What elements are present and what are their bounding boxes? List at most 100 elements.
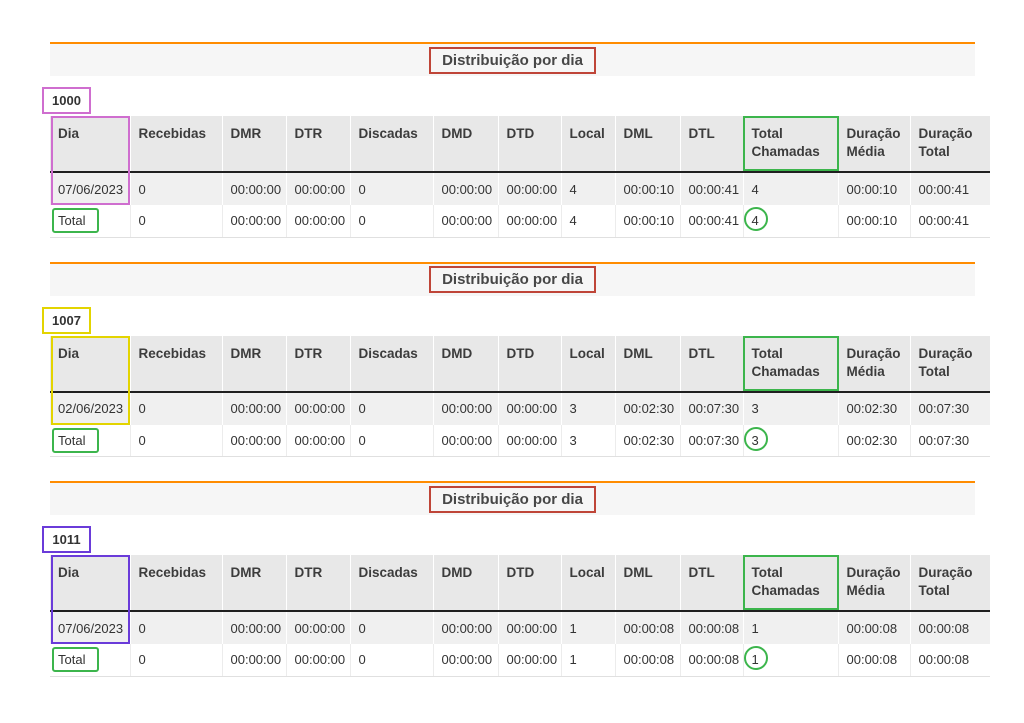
data-row-cell-discadas: 0	[350, 611, 434, 644]
total-row: Total 0 00:00:00 00:00:00 0 00:00:00 00:00:00 4…	[50, 205, 990, 238]
total-row-cell-dmd: 00:00:00	[433, 424, 499, 457]
table-wrap: Dia Recebidas DMR DTR Discadas DMD DTD Local DML…	[50, 335, 990, 457]
data-row-cell-total-chamadas: 4	[743, 172, 839, 205]
column-header-dmd: DMD	[433, 116, 499, 173]
data-row-cell-dmd: 00:00:00	[433, 611, 499, 644]
total-row-cell-dml: 00:02:30	[615, 424, 681, 457]
data-row-cell-dia: 02/06/2023	[50, 391, 131, 425]
table-body: 07/06/2023 0 00:00:00 00:00:00 0 00:00:00 00:0…	[50, 172, 990, 238]
column-header-total-chamadas: Total Chamadas	[743, 335, 839, 393]
column-header-dmr: DMR	[222, 555, 287, 612]
data-row-cell-dtl: 00:00:08	[680, 611, 744, 644]
data-row-cell-duracao-total: 00:00:08	[910, 611, 990, 644]
column-header-dmd: DMD	[433, 555, 499, 612]
total-row-cell-recebidas: 0	[130, 205, 223, 238]
section-header-band: Distribuição por dia	[50, 261, 975, 296]
total-row-cell-dtl: 00:00:08	[680, 644, 744, 677]
column-header-duracao-total: Duração Total	[910, 555, 990, 612]
data-row-cell-dmr: 00:00:00	[222, 391, 287, 425]
column-header-dtr: DTR	[286, 335, 351, 393]
data-row-cell-dmd: 00:00:00	[433, 172, 499, 205]
column-header-dmr: DMR	[222, 116, 287, 173]
total-row-cell-dml: 00:00:10	[615, 205, 681, 238]
section-header-band: Distribuição por dia	[50, 42, 975, 76]
column-header-recebidas: Recebidas	[130, 116, 223, 173]
data-row-cell-total-chamadas: 3	[743, 391, 839, 425]
total-row-cell-local: 4	[561, 205, 616, 238]
total-row-cell-dtl: 00:00:41	[680, 205, 744, 238]
table-wrap: Dia Recebidas DMR DTR Discadas DMD DTD Local DML…	[50, 555, 990, 677]
calls-table: Dia Recebidas DMR DTR Discadas DMD DTD Local DML…	[50, 555, 990, 677]
section-header-band: Distribuição por dia	[50, 481, 975, 515]
total-row-cell-dia: Total	[50, 424, 131, 457]
total-row-cell-total-chamadas: 1	[743, 644, 839, 677]
total-row: Total 0 00:00:00 00:00:00 0 00:00:00 00:00:00 3…	[50, 424, 990, 457]
total-row-cell-dtl: 00:07:30	[680, 424, 744, 457]
total-row-cell-dmd: 00:00:00	[433, 205, 499, 238]
total-row-cell-duracao-media: 00:00:08	[838, 644, 911, 677]
column-header-duracao-media: Duração Média	[838, 335, 911, 393]
data-row-cell-local: 3	[561, 391, 616, 425]
header-row: Dia Recebidas DMR DTR Discadas DMD DTD Local DML…	[50, 116, 990, 173]
total-row-cell-dtr: 00:00:00	[286, 205, 351, 238]
column-header-dia: Dia	[50, 335, 131, 393]
total-row-cell-recebidas: 0	[130, 424, 223, 457]
total-row-cell-dtd: 00:00:00	[498, 644, 562, 677]
data-row-cell-dmr: 00:00:00	[222, 172, 287, 205]
data-row-cell-duracao-media: 00:02:30	[838, 391, 911, 425]
column-header-local: Local	[561, 116, 616, 173]
total-row-cell-dtr: 00:00:00	[286, 424, 351, 457]
data-row-cell-dtd: 00:00:00	[498, 611, 562, 644]
total-row-cell-discadas: 0	[350, 424, 434, 457]
data-row-cell-dmr: 00:00:00	[222, 611, 287, 644]
column-header-duracao-media: Duração Média	[838, 555, 911, 612]
total-row-cell-dml: 00:00:08	[615, 644, 681, 677]
data-row-cell-local: 1	[561, 611, 616, 644]
total-row-cell-dtr: 00:00:00	[286, 644, 351, 677]
data-row-cell-recebidas: 0	[130, 611, 223, 644]
total-row-cell-dmr: 00:00:00	[222, 424, 287, 457]
table-body: 07/06/2023 0 00:00:00 00:00:00 0 00:00:00 00:0…	[50, 611, 990, 677]
total-row: Total 0 00:00:00 00:00:00 0 00:00:00 00:00:00 1…	[50, 644, 990, 677]
total-row-cell-recebidas: 0	[130, 644, 223, 677]
data-row-cell-local: 4	[561, 172, 616, 205]
total-row-cell-local: 1	[561, 644, 616, 677]
total-row-cell-discadas: 0	[350, 644, 434, 677]
section-title: Distribuição por dia	[429, 46, 596, 74]
column-header-dtr: DTR	[286, 555, 351, 612]
data-row-cell-dtd: 00:00:00	[498, 172, 562, 205]
section-title: Distribuição por dia	[429, 485, 596, 513]
column-header-recebidas: Recebidas	[130, 555, 223, 612]
data-row-cell-dia: 07/06/2023	[50, 172, 131, 205]
data-row-cell-duracao-total: 00:00:41	[910, 172, 990, 205]
column-header-duracao-total: Duração Total	[910, 335, 990, 393]
column-header-discadas: Discadas	[350, 555, 434, 612]
report-content: Distribuição por dia 1000 Dia Recebidas DM…	[42, 42, 990, 677]
calls-table: Dia Recebidas DMR DTR Discadas DMD DTD Local DML…	[50, 335, 990, 457]
data-row-cell-total-chamadas: 1	[743, 611, 839, 644]
header-row: Dia Recebidas DMR DTR Discadas DMD DTD Local DML…	[50, 335, 990, 393]
data-row-cell-discadas: 0	[350, 391, 434, 425]
data-row-cell-recebidas: 0	[130, 172, 223, 205]
calls-table: Dia Recebidas DMR DTR Discadas DMD DTD Local DML…	[50, 116, 990, 238]
total-row-cell-duracao-total: 00:00:41	[910, 205, 990, 238]
column-header-dtd: DTD	[498, 335, 562, 393]
data-row-cell-dml: 00:00:10	[615, 172, 681, 205]
column-header-dmd: DMD	[433, 335, 499, 393]
total-row-cell-dia: Total	[50, 205, 131, 238]
data-row-cell-duracao-media: 00:00:10	[838, 172, 911, 205]
extension-label: 1011	[42, 526, 91, 553]
data-row-cell-duracao-total: 00:07:30	[910, 391, 990, 425]
data-row-cell-dtd: 00:00:00	[498, 391, 562, 425]
extension-label: 1000	[42, 87, 91, 114]
column-header-duracao-media: Duração Média	[838, 116, 911, 173]
data-row-cell-dml: 00:00:08	[615, 611, 681, 644]
total-row-cell-dtd: 00:00:00	[498, 205, 562, 238]
total-row-cell-dmd: 00:00:00	[433, 644, 499, 677]
column-header-dia: Dia	[50, 116, 131, 173]
column-header-dtd: DTD	[498, 116, 562, 173]
data-row-cell-discadas: 0	[350, 172, 434, 205]
data-row-cell-dtr: 00:00:00	[286, 391, 351, 425]
total-row-cell-dmr: 00:00:00	[222, 644, 287, 677]
